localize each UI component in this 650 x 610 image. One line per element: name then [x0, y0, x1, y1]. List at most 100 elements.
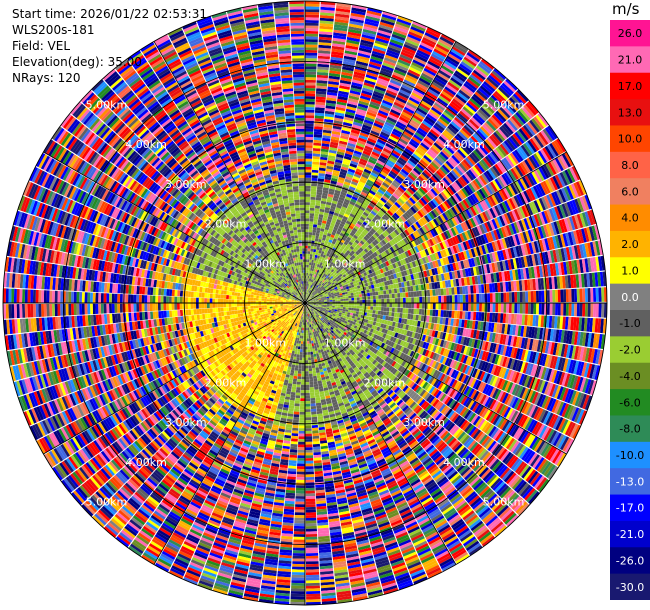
- range-bin: [332, 169, 340, 174]
- range-bin: [359, 44, 373, 51]
- range-bin: [337, 148, 346, 153]
- range-bin: [306, 295, 308, 298]
- range-bin: [367, 299, 371, 303]
- range-bin: [339, 140, 348, 145]
- range-bin: [386, 303, 390, 308]
- range-bin: [593, 303, 597, 318]
- range-bin: [309, 207, 315, 211]
- range-bin: [345, 47, 358, 53]
- range-bin: [413, 303, 417, 309]
- range-bin: [354, 116, 365, 122]
- range-bin: [333, 164, 342, 169]
- range-bin: [366, 12, 381, 19]
- range-bin: [378, 295, 382, 299]
- range-bin: [313, 137, 322, 141]
- range-bin: [348, 26, 363, 32]
- range-bin: [313, 268, 316, 272]
- range-bin: [305, 71, 317, 75]
- range-bin: [313, 224, 318, 228]
- range-bin: [345, 298, 349, 301]
- range-bin: [389, 293, 393, 299]
- range-bin: [371, 53, 384, 60]
- range-bin: [388, 311, 392, 317]
- range-bin: [321, 145, 330, 150]
- range-bin: [362, 87, 374, 94]
- range-bin: [342, 294, 346, 297]
- range-bin: [353, 150, 362, 156]
- range-bin: [330, 56, 343, 61]
- range-bin: [432, 296, 436, 303]
- range-bin: [305, 210, 310, 214]
- range-bin: [329, 305, 333, 308]
- range-bin: [342, 307, 346, 310]
- range-bin: [339, 194, 346, 199]
- range-bin: [305, 172, 312, 176]
- range-bin: [350, 310, 354, 314]
- range-bin: [307, 289, 310, 293]
- range-bin: [345, 45, 359, 50]
- range-bin: [305, 215, 310, 219]
- range-bin: [530, 303, 534, 315]
- range-bin: [321, 301, 325, 303]
- range-bin: [318, 250, 322, 254]
- range-bin: [337, 297, 341, 300]
- range-bin: [305, 109, 315, 113]
- range-bin: [446, 295, 450, 303]
- range-bin: [397, 15, 413, 24]
- range-bin: [357, 52, 371, 59]
- range-bin: [323, 127, 332, 131]
- range-bin: [308, 229, 313, 233]
- range-bin: [310, 199, 316, 203]
- range-bin: [313, 142, 322, 146]
- range-bin: [519, 303, 523, 314]
- range-bin: [305, 63, 317, 67]
- range-bin: [568, 289, 572, 302]
- range-bin: [392, 303, 395, 308]
- range-bin: [331, 45, 345, 51]
- range-bin: [367, 7, 383, 14]
- range-bin: [381, 16, 396, 24]
- range-bin: [351, 305, 355, 308]
- range-bin: [335, 109, 345, 114]
- range-bin: [305, 196, 311, 200]
- range-bin: [359, 294, 362, 298]
- range-bin: [311, 172, 319, 176]
- range-bin: [379, 70, 392, 77]
- range-bin: [329, 300, 333, 302]
- range-bin: [305, 85, 316, 89]
- range-bin: [352, 124, 362, 130]
- range-bin: [375, 291, 379, 296]
- range-bin: [411, 303, 414, 309]
- range-bin: [361, 293, 365, 297]
- range-bin: [373, 303, 376, 307]
- range-bin: [339, 137, 349, 143]
- range-bin: [305, 188, 311, 192]
- range-bin: [320, 228, 325, 232]
- range-bin: [500, 303, 504, 313]
- range-bin: [307, 245, 311, 249]
- range-bin: [337, 304, 341, 307]
- range-bin: [362, 296, 365, 300]
- range-bin: [359, 97, 370, 104]
- range-bin: [443, 288, 447, 296]
- range-bin: [400, 297, 404, 303]
- range-bin: [319, 17, 334, 22]
- range-bin: [560, 289, 564, 303]
- range-bin: [311, 282, 313, 285]
- range-bin: [332, 128, 342, 133]
- range-bin: [345, 147, 355, 153]
- range-bin: [309, 218, 314, 222]
- range-bin: [536, 303, 539, 315]
- range-bin: [342, 183, 350, 189]
- range-bin: [321, 248, 326, 252]
- range-bin: [314, 266, 317, 270]
- range-bin: [311, 177, 318, 181]
- range-bin: [579, 303, 583, 317]
- range-bin: [307, 251, 311, 254]
- range-bin: [487, 293, 491, 303]
- range-bin: [306, 286, 308, 290]
- range-bin: [307, 248, 311, 252]
- range-bin: [314, 129, 323, 133]
- range-bin: [314, 210, 320, 215]
- range-bin: [389, 39, 404, 47]
